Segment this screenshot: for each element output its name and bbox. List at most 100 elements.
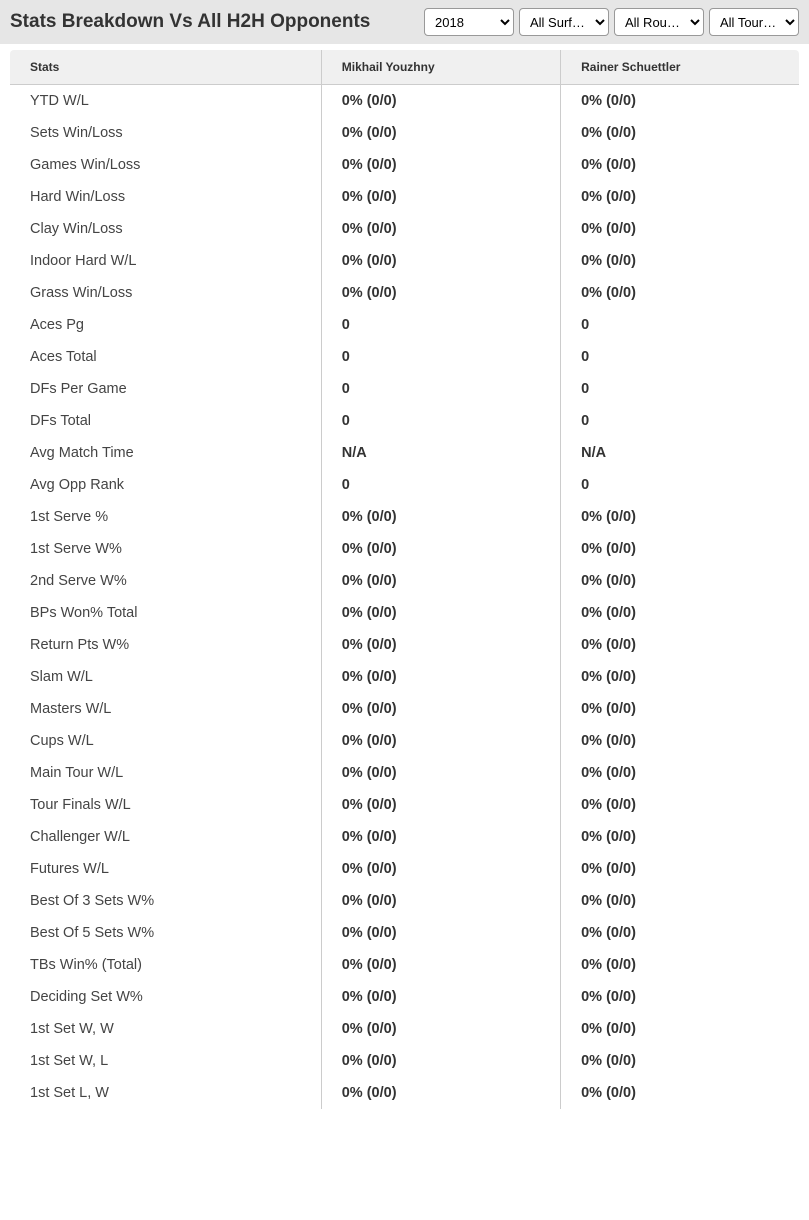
player1-value: 0% (0/0) bbox=[321, 757, 560, 789]
table-row: 1st Serve %0% (0/0)0% (0/0) bbox=[9, 501, 800, 533]
table-row: Indoor Hard W/L0% (0/0)0% (0/0) bbox=[9, 245, 800, 277]
player1-value: 0 bbox=[321, 341, 560, 373]
player2-value: 0% (0/0) bbox=[561, 149, 800, 181]
table-row: Slam W/L0% (0/0)0% (0/0) bbox=[9, 661, 800, 693]
table-row: Tour Finals W/L0% (0/0)0% (0/0) bbox=[9, 789, 800, 821]
table-row: Grass Win/Loss0% (0/0)0% (0/0) bbox=[9, 277, 800, 309]
table-row: Games Win/Loss0% (0/0)0% (0/0) bbox=[9, 149, 800, 181]
player2-value: 0% (0/0) bbox=[561, 693, 800, 725]
player2-value: 0% (0/0) bbox=[561, 533, 800, 565]
player2-value: 0% (0/0) bbox=[561, 1045, 800, 1077]
stat-label: 1st Set L, W bbox=[9, 1077, 321, 1110]
player1-value: 0% (0/0) bbox=[321, 981, 560, 1013]
table-row: Avg Opp Rank00 bbox=[9, 469, 800, 501]
stat-label: Aces Total bbox=[9, 341, 321, 373]
player2-value: 0% (0/0) bbox=[561, 821, 800, 853]
player1-value: 0% (0/0) bbox=[321, 789, 560, 821]
table-row: Best Of 5 Sets W%0% (0/0)0% (0/0) bbox=[9, 917, 800, 949]
player1-value: 0% (0/0) bbox=[321, 821, 560, 853]
player1-value: 0% (0/0) bbox=[321, 149, 560, 181]
table-row: 1st Serve W%0% (0/0)0% (0/0) bbox=[9, 533, 800, 565]
player2-value: 0% (0/0) bbox=[561, 1013, 800, 1045]
player2-value: 0% (0/0) bbox=[561, 981, 800, 1013]
stat-label: DFs Per Game bbox=[9, 373, 321, 405]
player2-value: 0% (0/0) bbox=[561, 85, 800, 118]
filter-group: 2018 All Surf… All Rou… All Tour… bbox=[424, 8, 799, 36]
stat-label: BPs Won% Total bbox=[9, 597, 321, 629]
stat-label: Main Tour W/L bbox=[9, 757, 321, 789]
stat-label: Tour Finals W/L bbox=[9, 789, 321, 821]
round-filter[interactable]: All Rou… bbox=[614, 8, 704, 36]
table-row: BPs Won% Total0% (0/0)0% (0/0) bbox=[9, 597, 800, 629]
stat-label: Avg Match Time bbox=[9, 437, 321, 469]
tournament-filter[interactable]: All Tour… bbox=[709, 8, 799, 36]
stat-label: Clay Win/Loss bbox=[9, 213, 321, 245]
table-row: Sets Win/Loss0% (0/0)0% (0/0) bbox=[9, 117, 800, 149]
player2-value: 0% (0/0) bbox=[561, 501, 800, 533]
player1-value: 0% (0/0) bbox=[321, 181, 560, 213]
stat-label: Indoor Hard W/L bbox=[9, 245, 321, 277]
player1-value: 0% (0/0) bbox=[321, 1077, 560, 1110]
player2-value: 0 bbox=[561, 469, 800, 501]
table-row: Avg Match TimeN/AN/A bbox=[9, 437, 800, 469]
stat-label: Challenger W/L bbox=[9, 821, 321, 853]
player2-value: 0% (0/0) bbox=[561, 661, 800, 693]
header-stats: Stats bbox=[9, 49, 321, 85]
table-row: 1st Set W, L0% (0/0)0% (0/0) bbox=[9, 1045, 800, 1077]
header-bar: Stats Breakdown Vs All H2H Opponents 201… bbox=[0, 0, 809, 44]
table-row: Masters W/L0% (0/0)0% (0/0) bbox=[9, 693, 800, 725]
player1-value: 0% (0/0) bbox=[321, 85, 560, 118]
player2-value: 0% (0/0) bbox=[561, 213, 800, 245]
table-row: 1st Set L, W0% (0/0)0% (0/0) bbox=[9, 1077, 800, 1110]
player1-value: 0% (0/0) bbox=[321, 277, 560, 309]
player2-value: 0% (0/0) bbox=[561, 629, 800, 661]
table-row: Main Tour W/L0% (0/0)0% (0/0) bbox=[9, 757, 800, 789]
player1-value: 0% (0/0) bbox=[321, 661, 560, 693]
stat-label: Cups W/L bbox=[9, 725, 321, 757]
header-player1: Mikhail Youzhny bbox=[321, 49, 560, 85]
player1-value: 0 bbox=[321, 405, 560, 437]
player1-value: 0% (0/0) bbox=[321, 533, 560, 565]
player1-value: 0% (0/0) bbox=[321, 885, 560, 917]
player2-value: N/A bbox=[561, 437, 800, 469]
player1-value: 0% (0/0) bbox=[321, 1013, 560, 1045]
player2-value: 0% (0/0) bbox=[561, 565, 800, 597]
player2-value: 0 bbox=[561, 341, 800, 373]
player1-value: 0% (0/0) bbox=[321, 213, 560, 245]
player1-value: 0% (0/0) bbox=[321, 501, 560, 533]
player2-value: 0% (0/0) bbox=[561, 885, 800, 917]
player2-value: 0% (0/0) bbox=[561, 949, 800, 981]
stat-label: Aces Pg bbox=[9, 309, 321, 341]
table-row: Aces Pg00 bbox=[9, 309, 800, 341]
table-row: Best Of 3 Sets W%0% (0/0)0% (0/0) bbox=[9, 885, 800, 917]
stat-label: YTD W/L bbox=[9, 85, 321, 118]
surface-filter[interactable]: All Surf… bbox=[519, 8, 609, 36]
stat-label: 2nd Serve W% bbox=[9, 565, 321, 597]
player1-value: 0 bbox=[321, 469, 560, 501]
page-title: Stats Breakdown Vs All H2H Opponents bbox=[10, 11, 370, 33]
stat-label: Deciding Set W% bbox=[9, 981, 321, 1013]
player1-value: 0% (0/0) bbox=[321, 693, 560, 725]
stat-label: Futures W/L bbox=[9, 853, 321, 885]
table-row: Aces Total00 bbox=[9, 341, 800, 373]
stat-label: Best Of 3 Sets W% bbox=[9, 885, 321, 917]
player2-value: 0 bbox=[561, 309, 800, 341]
table-row: Hard Win/Loss0% (0/0)0% (0/0) bbox=[9, 181, 800, 213]
player1-value: 0% (0/0) bbox=[321, 597, 560, 629]
player2-value: 0% (0/0) bbox=[561, 181, 800, 213]
player2-value: 0% (0/0) bbox=[561, 245, 800, 277]
year-filter[interactable]: 2018 bbox=[424, 8, 514, 36]
header-player2: Rainer Schuettler bbox=[561, 49, 800, 85]
table-row: DFs Per Game00 bbox=[9, 373, 800, 405]
player2-value: 0% (0/0) bbox=[561, 597, 800, 629]
stat-label: 1st Serve W% bbox=[9, 533, 321, 565]
player1-value: 0% (0/0) bbox=[321, 117, 560, 149]
player2-value: 0 bbox=[561, 405, 800, 437]
table-wrapper: Stats Mikhail Youzhny Rainer Schuettler … bbox=[0, 44, 809, 1119]
stat-label: 1st Set W, L bbox=[9, 1045, 321, 1077]
player1-value: 0% (0/0) bbox=[321, 853, 560, 885]
player2-value: 0% (0/0) bbox=[561, 917, 800, 949]
stat-label: DFs Total bbox=[9, 405, 321, 437]
table-row: Cups W/L0% (0/0)0% (0/0) bbox=[9, 725, 800, 757]
table-row: TBs Win% (Total)0% (0/0)0% (0/0) bbox=[9, 949, 800, 981]
